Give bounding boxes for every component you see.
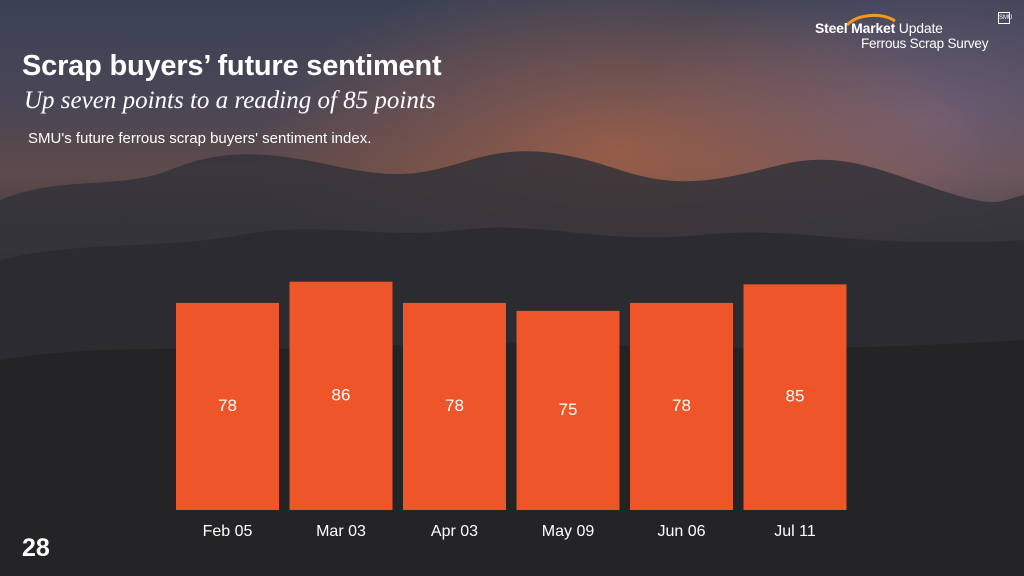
- bar-apr-03: [403, 302, 506, 510]
- logo-badge: SMU: [998, 12, 1012, 24]
- bar-mar-03: [289, 281, 393, 510]
- steel-market-update-logo: Steel Market Update Ferrous Scrap Survey…: [815, 12, 1012, 54]
- x-tick-label: Jun 06: [657, 523, 705, 540]
- bar-value-label: 78: [445, 396, 464, 415]
- x-tick-label: May 09: [542, 523, 595, 540]
- logo-brand: Steel Market Update: [815, 20, 943, 36]
- chart-caption: SMU's future ferrous scrap buyers' senti…: [28, 130, 372, 147]
- logo-swoosh-icon: [845, 14, 896, 26]
- bar-value-label: 86: [332, 385, 351, 404]
- slide-subtitle: Up seven points to a reading of 85 point…: [24, 87, 436, 114]
- bar-value-label: 78: [218, 396, 237, 415]
- x-tick-label: Mar 03: [316, 523, 366, 540]
- bar-value-label: 85: [786, 387, 805, 406]
- bar-value-label: 78: [672, 396, 691, 415]
- bar-jun-06: [630, 302, 733, 510]
- x-tick-label: Jul 11: [774, 523, 816, 540]
- bar-feb-05: [176, 302, 279, 510]
- x-tick-label: Apr 03: [431, 523, 478, 540]
- logo-product: Ferrous Scrap Survey: [861, 36, 989, 51]
- slide-title: Scrap buyers’ future sentiment: [22, 50, 442, 82]
- x-tick-label: Feb 05: [203, 523, 253, 540]
- bar-value-label: 75: [559, 400, 578, 419]
- bar-jul-11: [743, 284, 847, 510]
- bar-may-09: [516, 310, 620, 510]
- page-number: 28: [22, 534, 50, 562]
